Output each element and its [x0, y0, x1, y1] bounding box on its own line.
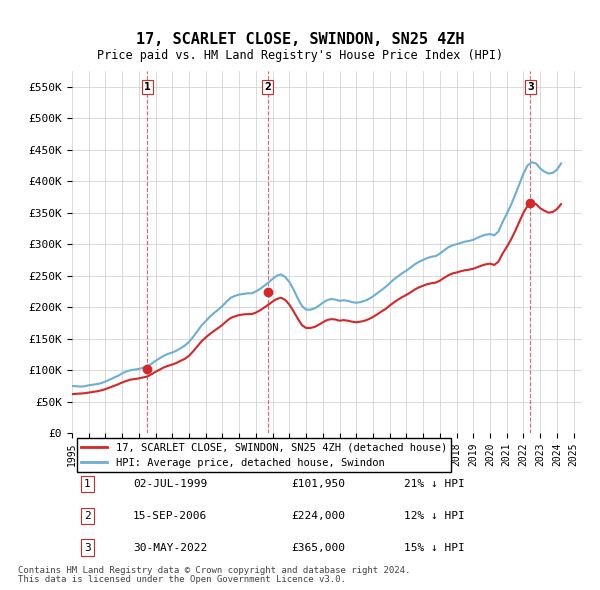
Text: This data is licensed under the Open Government Licence v3.0.: This data is licensed under the Open Gov… [18, 575, 346, 584]
Text: Price paid vs. HM Land Registry's House Price Index (HPI): Price paid vs. HM Land Registry's House … [97, 49, 503, 62]
Text: £101,950: £101,950 [291, 479, 346, 489]
Text: 30-MAY-2022: 30-MAY-2022 [133, 543, 208, 553]
Text: 17, SCARLET CLOSE, SWINDON, SN25 4ZH: 17, SCARLET CLOSE, SWINDON, SN25 4ZH [136, 32, 464, 47]
Text: 02-JUL-1999: 02-JUL-1999 [133, 479, 208, 489]
Text: 3: 3 [527, 81, 534, 91]
Text: 21% ↓ HPI: 21% ↓ HPI [404, 479, 464, 489]
Text: 2: 2 [84, 511, 91, 521]
Text: £224,000: £224,000 [291, 511, 346, 521]
Text: 3: 3 [84, 543, 91, 553]
Text: 15-SEP-2006: 15-SEP-2006 [133, 511, 208, 521]
Text: 12% ↓ HPI: 12% ↓ HPI [404, 511, 464, 521]
Text: 15% ↓ HPI: 15% ↓ HPI [404, 543, 464, 553]
Text: 2: 2 [265, 81, 271, 91]
Text: Contains HM Land Registry data © Crown copyright and database right 2024.: Contains HM Land Registry data © Crown c… [18, 566, 410, 575]
Legend: 17, SCARLET CLOSE, SWINDON, SN25 4ZH (detached house), HPI: Average price, detac: 17, SCARLET CLOSE, SWINDON, SN25 4ZH (de… [77, 438, 451, 472]
Text: £365,000: £365,000 [291, 543, 346, 553]
Text: 1: 1 [144, 81, 151, 91]
Text: 1: 1 [84, 479, 91, 489]
